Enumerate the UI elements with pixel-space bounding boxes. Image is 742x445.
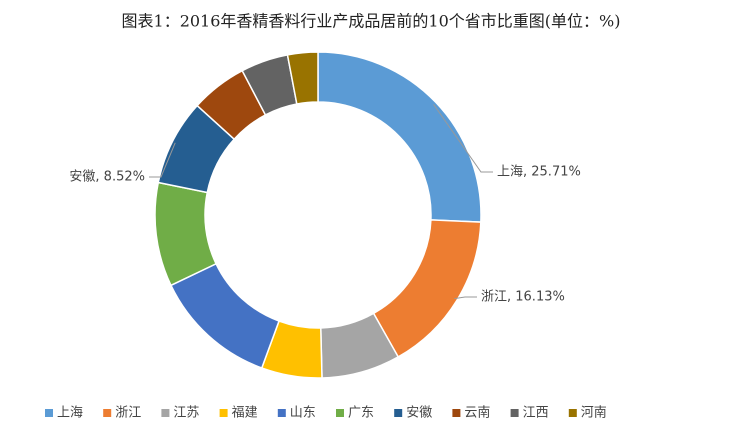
legend-swatch <box>510 409 519 417</box>
donut-segment <box>169 262 280 369</box>
data-label: 上海, 25.71% <box>497 165 581 180</box>
legend-swatch <box>336 409 344 417</box>
legend-label: 上海 <box>57 406 83 421</box>
donut-segment <box>372 219 482 358</box>
legend-swatch <box>568 409 577 417</box>
legend-swatch <box>277 409 286 417</box>
legend-swatch <box>45 409 53 417</box>
leader-line <box>454 296 477 300</box>
legend-swatch <box>161 409 170 417</box>
legend-swatch <box>452 409 461 417</box>
legend-label: 云南 <box>464 405 490 421</box>
legend-swatch <box>394 409 403 417</box>
legend-label: 安徽 <box>406 406 432 421</box>
leader-line <box>149 142 176 178</box>
legend-label: 河南 <box>581 405 607 421</box>
donut-segment <box>286 51 319 105</box>
data-label: 浙江, 16.13% <box>481 290 565 305</box>
chart-title: 图表1：2016年香精香料行业产成品居前的10个省市比重图(单位：%) <box>122 12 621 31</box>
legend-label: 山东 <box>290 406 316 421</box>
legend-label: 浙江 <box>115 406 141 421</box>
leader-line <box>433 104 493 173</box>
legend-swatch <box>219 409 228 417</box>
legend-label: 江西 <box>523 406 549 421</box>
legend-label: 福建 <box>232 406 258 421</box>
legend-label: 广东 <box>348 406 374 421</box>
legend-label: 江苏 <box>173 405 199 421</box>
legend-swatch <box>103 409 112 417</box>
data-label: 安徽, 8.52% <box>69 170 145 185</box>
